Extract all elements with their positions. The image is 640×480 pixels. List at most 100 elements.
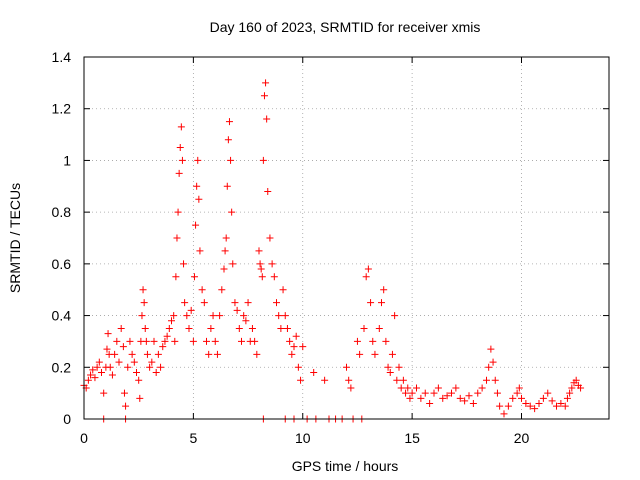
data-point [119,343,127,351]
data-point [397,384,405,392]
data-point [224,136,232,144]
data-point [345,376,353,384]
data-point [218,286,226,294]
data-point [130,358,138,366]
data-point [176,144,184,151]
data-point [171,337,179,345]
plot-frame [83,56,610,420]
data-point [157,363,165,371]
data-point [172,273,180,281]
data-point [148,358,156,366]
data-point [292,332,300,340]
x-tick-label: 20 [514,430,530,446]
chart-title: Day 160 of 2023, SRMTID for receiver xmi… [210,19,481,35]
data-point [421,389,429,397]
data-point [522,399,530,407]
data-point [557,399,565,407]
data-point [133,368,140,376]
data-point [452,384,460,392]
data-point [288,350,296,358]
data-point [268,260,276,268]
data-point [321,376,329,384]
data-point [87,371,95,379]
data-point [138,312,146,320]
data-point [146,363,154,371]
data-point [177,123,185,131]
data-point [380,286,388,294]
x-tick-label: 10 [295,430,311,446]
data-point [98,368,105,376]
data-point [513,389,521,397]
data-point [115,358,123,366]
data-point [196,247,204,255]
data-point [493,389,501,397]
data-points [80,79,585,423]
data-point [231,299,239,307]
data-point [198,286,206,294]
data-point [174,208,182,216]
data-point [577,384,585,392]
data-point [200,299,208,307]
data-point [163,332,171,340]
y-tick-label: 0.8 [52,204,72,220]
data-point [395,363,403,371]
data-point [262,79,270,87]
data-point [170,312,178,320]
data-point [221,247,229,255]
data-point [228,208,236,216]
data-point [509,394,517,402]
data-point [364,265,372,273]
data-point [426,399,434,407]
data-point [251,337,259,345]
data-point [209,312,217,320]
data-point [152,368,160,376]
data-point [434,384,442,392]
data-point [257,265,265,273]
data-point [84,376,92,384]
data-point [399,376,407,384]
data-point [260,92,268,100]
data-point [207,325,215,332]
data-point [255,247,263,255]
data-point [140,299,148,307]
data-point [448,389,455,397]
data-point [504,402,512,410]
data-point [469,399,477,407]
data-point [183,312,191,320]
data-point [106,363,114,371]
data-point [563,394,571,402]
data-point [194,156,202,164]
data-point [178,156,186,164]
data-point [386,368,394,376]
x-tick-label: 15 [404,430,420,446]
data-point [378,299,385,307]
data-point [104,330,112,338]
data-point [233,306,241,314]
y-tick-label: 0.4 [52,308,72,324]
data-point [141,325,149,332]
data-point [93,363,101,371]
data-point [393,376,401,384]
data-point [242,317,250,325]
data-point [185,325,193,332]
data-point [266,234,274,242]
data-point [203,337,210,345]
y-tick-label: 1 [63,152,71,168]
data-point [180,260,188,268]
x-tick-label: 5 [189,430,197,446]
data-point [159,343,167,351]
data-point [572,376,580,384]
data-point [142,337,150,345]
data-point [256,260,264,268]
data-point [113,337,121,345]
data-point [220,265,228,273]
data-point [367,299,375,307]
data-point [382,337,390,345]
data-point [566,389,574,397]
data-point [294,363,302,371]
data-point [500,410,508,418]
data-point [353,337,361,345]
y-tick-label: 0.6 [52,256,72,272]
data-point [474,389,482,397]
data-point [193,182,201,190]
